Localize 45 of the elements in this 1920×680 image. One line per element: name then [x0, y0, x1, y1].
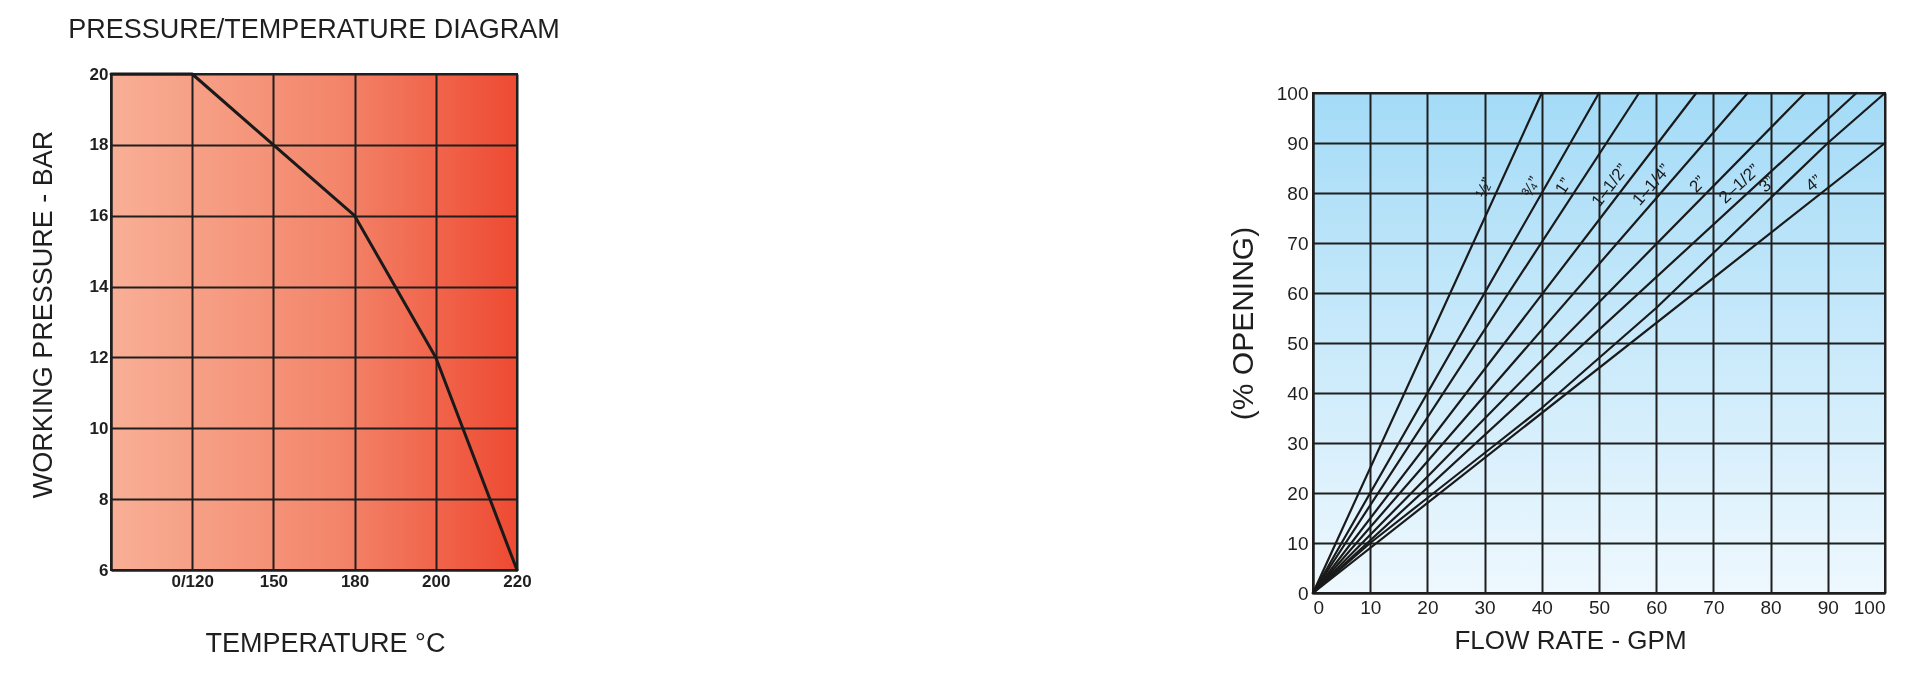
- text: 3”: [1755, 171, 1780, 197]
- y-tick-label: 12: [89, 347, 109, 367]
- y-tick-label: 20: [1287, 482, 1309, 504]
- x-axis-title: FLOW RATE - GPM: [1454, 624, 1687, 655]
- y-tick-label: 20: [89, 64, 109, 84]
- y-tick-label: 6: [99, 560, 109, 580]
- y-axis-title: WORKING PRESSURE - BAR: [27, 130, 58, 499]
- y-tick-label: 40: [1287, 382, 1309, 404]
- y-tick-label: 70: [1287, 232, 1309, 254]
- y-tick-label: 50: [1287, 332, 1309, 354]
- x-tick-label: 220: [503, 571, 532, 591]
- x-tick-label: 100: [1853, 596, 1886, 618]
- y-tick-label: 8: [99, 489, 109, 509]
- chart-title: PRESSURE/TEMPERATURE DIAGRAM: [68, 14, 560, 44]
- x-tick-label: 0/120: [171, 571, 214, 591]
- y-tick-label: 14: [89, 277, 110, 297]
- x-tick-label: 150: [259, 571, 289, 591]
- x-tick-label: 80: [1760, 596, 1782, 618]
- y-tick-label: 10: [1287, 532, 1309, 554]
- y-tick-label: 80: [1287, 182, 1309, 204]
- text: 4”: [1801, 170, 1826, 196]
- text: 2”: [1685, 171, 1710, 197]
- x-tick-label: 70: [1703, 596, 1725, 618]
- x-axis-title: TEMPERATURE °C: [205, 627, 446, 658]
- x-tick-label: 30: [1474, 596, 1496, 618]
- x-tick-label: 200: [422, 571, 451, 591]
- y-tick-label: 10: [89, 418, 109, 438]
- y-tick-label: 60: [1287, 282, 1309, 304]
- x-tick-label: 10: [1360, 596, 1382, 618]
- y-axis-title: (% OPENING): [1225, 226, 1259, 421]
- text: ¾”: [1517, 173, 1545, 201]
- y-tick-label: 100: [1276, 82, 1309, 104]
- y-tick-label: 90: [1287, 132, 1309, 154]
- x-tick-label: 0: [1313, 596, 1325, 618]
- x-tick-label: 90: [1817, 596, 1839, 618]
- x-tick-label: 20: [1417, 596, 1439, 618]
- x-tick-label: 50: [1588, 596, 1611, 618]
- text: 1”: [1551, 174, 1576, 198]
- x-tick-label: 40: [1531, 596, 1553, 618]
- x-tick-label: 180: [340, 571, 370, 591]
- y-tick-label: 16: [89, 206, 109, 226]
- y-tick-label: 18: [89, 135, 109, 155]
- y-tick-label: 30: [1287, 432, 1309, 454]
- x-tick-label: 60: [1646, 596, 1668, 618]
- text: ½”: [1471, 174, 1498, 201]
